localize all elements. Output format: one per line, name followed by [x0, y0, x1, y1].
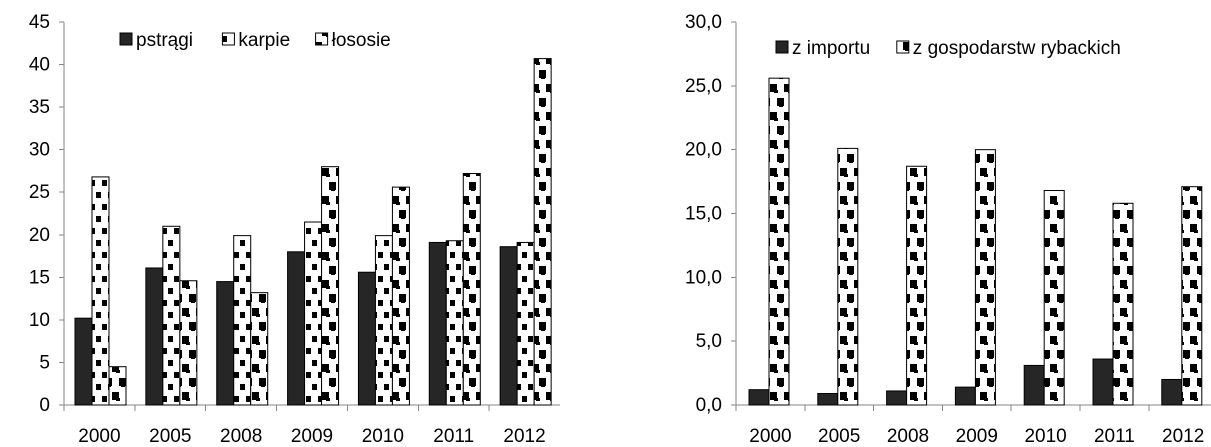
bar-pstrągi-2008 [216, 281, 235, 406]
y-tick-label: 15,0 [685, 204, 722, 225]
x-tick-label: 2000 [749, 426, 791, 447]
x-tick-label: 2012 [503, 426, 545, 447]
x-tick-label: 2009 [291, 426, 333, 447]
x-tick-label: 2010 [362, 426, 404, 447]
bar-z-gospodarstw-rybackich-2009 [974, 149, 996, 406]
bar-pstrągi-2009 [287, 251, 306, 406]
legend-swatch [221, 32, 235, 46]
bar-karpie-2000 [91, 176, 110, 406]
y-tick-label: 45 [29, 12, 50, 33]
bar-karpie-2008 [233, 235, 252, 406]
x-tick-label: 2011 [433, 426, 474, 447]
bar-karpie-2012 [516, 241, 535, 406]
x-tick-label: 2012 [1162, 426, 1204, 447]
chart-fish-species: 0 5 10 15 20 25 30 35 40 45 2000 2005 2008 2009 2010 20… [29, 12, 560, 447]
y-tick-label: 25,0 [685, 76, 722, 97]
bar-karpie-2005 [162, 225, 181, 406]
x-tick-label: 2010 [1024, 426, 1066, 447]
bar-z-gospodarstw-rybackich-2000 [768, 77, 790, 406]
bar-karpie-2009 [304, 221, 323, 406]
y-tick-label: 0 [39, 395, 50, 416]
bar-z-importu-2008 [886, 390, 908, 406]
bar-łososie-2011 [462, 172, 481, 406]
x-tick-label: 2011 [1094, 426, 1135, 447]
y-tick-label: 30 [29, 140, 50, 161]
bar-łososie-2000 [108, 366, 127, 406]
bar-z-gospodarstw-rybackich-2008 [906, 165, 928, 406]
x-tick-label: 2008 [887, 426, 929, 447]
bar-z-importu-2000 [748, 389, 770, 406]
legend-label: pstrągi [136, 30, 193, 51]
legend-swatch [896, 40, 910, 54]
y-tick-label: 20,0 [685, 140, 722, 161]
legend-label: łososie [332, 30, 391, 51]
bar-z-gospodarstw-rybackich-2005 [837, 147, 859, 406]
bar-z-importu-2009 [954, 386, 976, 406]
y-tick-label: 20 [29, 225, 50, 246]
x-tick-label: 2008 [220, 426, 262, 447]
bar-łososie-2005 [179, 280, 198, 406]
bar-z-importu-2005 [817, 393, 839, 406]
y-tick-label: 25 [29, 182, 50, 203]
bar-pstrągi-2010 [357, 271, 376, 406]
bar-z-importu-2010 [1023, 364, 1045, 406]
legend-label: karpie [238, 30, 290, 51]
x-tick-label: 2009 [956, 426, 998, 447]
y-tick-label: 0,0 [696, 395, 722, 416]
bar-pstrągi-2000 [74, 317, 93, 406]
y-tick-label: 40 [29, 55, 50, 76]
x-tick-label: 2000 [78, 426, 120, 447]
bar-z-importu-2012 [1161, 378, 1183, 406]
bar-pstrągi-2011 [428, 241, 447, 406]
bar-łososie-2009 [321, 166, 340, 406]
bar-pstrągi-2005 [145, 267, 164, 406]
y-tick-label: 5 [39, 352, 50, 373]
bar-łososie-2008 [250, 292, 269, 406]
bar-łososie-2010 [391, 186, 410, 406]
legend-label: z gospodarstw rybackich [913, 38, 1121, 59]
bar-karpie-2010 [374, 235, 393, 406]
y-tick-label: 30,0 [685, 12, 722, 33]
chart-fish-origin: 0,0 5,0 10,0 15,0 20,0 25,0 30,0 2000 2005 2008 20… [685, 12, 1211, 447]
bar-karpie-2011 [445, 240, 464, 406]
bar-pstrągi-2012 [499, 246, 518, 406]
bar-z-importu-2011 [1092, 358, 1114, 406]
y-tick-label: 15 [29, 267, 50, 288]
bar-z-gospodarstw-rybackich-2012 [1181, 186, 1203, 406]
legend-swatch [119, 32, 133, 46]
bar-z-gospodarstw-rybackich-2011 [1112, 202, 1134, 406]
y-tick-label: 10 [29, 310, 50, 331]
bar-łososie-2012 [533, 58, 552, 406]
legend-swatch [315, 32, 329, 46]
y-tick-label: 10,0 [685, 267, 722, 288]
x-tick-label: 2005 [818, 426, 860, 447]
bar-z-gospodarstw-rybackich-2010 [1043, 190, 1065, 406]
legend-label: z importu [792, 38, 870, 59]
legend-swatch [775, 40, 789, 54]
y-tick-label: 35 [29, 97, 50, 118]
y-tick-label: 5,0 [696, 331, 722, 352]
x-tick-label: 2005 [149, 426, 191, 447]
